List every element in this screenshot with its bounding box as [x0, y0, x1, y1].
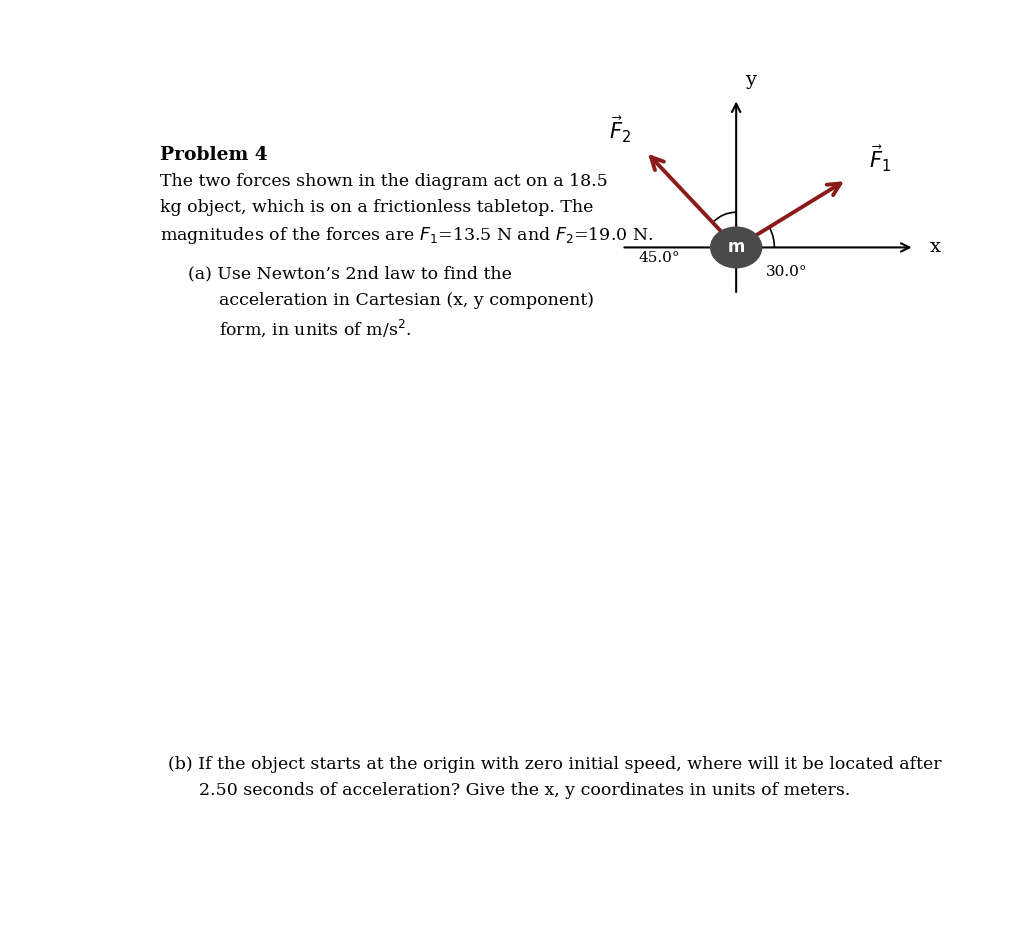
Text: (b) If the object starts at the origin with zero initial speed, where will it be: (b) If the object starts at the origin w…: [168, 755, 941, 772]
Text: 2.50 seconds of acceleration? Give the x, y coordinates in units of meters.: 2.50 seconds of acceleration? Give the x…: [200, 782, 851, 799]
Text: Problem 4: Problem 4: [160, 146, 267, 164]
Text: $\vec{F}_1$: $\vec{F}_1$: [869, 144, 892, 174]
Ellipse shape: [711, 227, 762, 268]
Text: m: m: [727, 239, 744, 256]
Text: kg object, which is on a frictionless tabletop. The: kg object, which is on a frictionless ta…: [160, 199, 593, 216]
Text: $\vec{F}_2$: $\vec{F}_2$: [609, 115, 631, 145]
Text: 45.0°: 45.0°: [639, 251, 681, 265]
Text: acceleration in Cartesian (x, y component): acceleration in Cartesian (x, y componen…: [219, 291, 594, 308]
Text: 30.0°: 30.0°: [766, 265, 808, 279]
Text: y: y: [745, 71, 756, 90]
Text: magnitudes of the forces are $F_1$=13.5 N and $F_2$=19.0 N.: magnitudes of the forces are $F_1$=13.5 …: [160, 225, 653, 246]
Text: (a) Use Newton’s 2nd law to find the: (a) Use Newton’s 2nd law to find the: [187, 266, 511, 283]
Text: x: x: [930, 239, 941, 256]
Text: form, in units of m/s$^2$.: form, in units of m/s$^2$.: [219, 318, 412, 339]
Text: The two forces shown in the diagram act on a 18.5: The two forces shown in the diagram act …: [160, 173, 607, 190]
